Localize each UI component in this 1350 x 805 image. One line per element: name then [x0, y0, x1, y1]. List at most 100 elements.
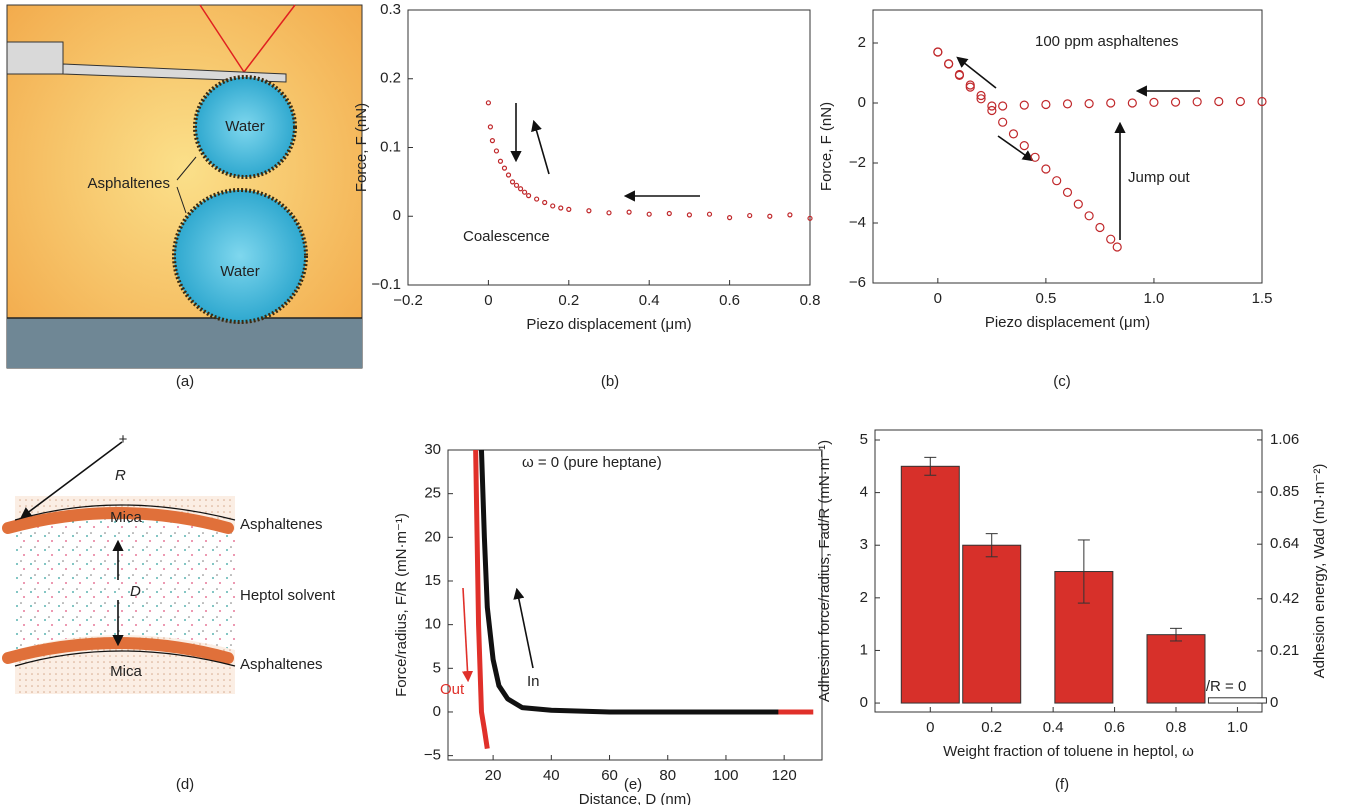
x-tick-label: 0.8: [800, 292, 821, 309]
radius-arrow: [20, 441, 123, 519]
marker: [987, 105, 997, 116]
x-tick-label: 0: [484, 292, 492, 309]
x-tick-label: 0.5: [1035, 290, 1056, 307]
y-tick-label: 3: [860, 536, 868, 553]
marker: [1257, 96, 1267, 107]
y-axis-label: Adhesion force/radius, Fad/R (mN·m⁻¹): [816, 440, 833, 702]
marker: [1170, 97, 1181, 107]
label: Mica: [110, 509, 142, 526]
marker: [954, 70, 965, 81]
panel-d: + R Mica Mica Asphaltenes Asphaltenes D …: [2, 431, 336, 793]
x-axis-label: Distance, D (nm): [579, 791, 692, 805]
x-axis-label: Piezo displacement (μm): [985, 314, 1150, 331]
center-mark: +: [119, 431, 128, 448]
solvent: [15, 515, 235, 650]
arrow: [997, 135, 1034, 162]
y-tick-label: 0.1: [380, 138, 401, 155]
annotation: Out: [440, 681, 465, 698]
marker: [998, 117, 1008, 127]
arrow: [461, 587, 474, 683]
y2-axis-label: Adhesion energy, Wad (mJ·m⁻²): [1311, 464, 1328, 679]
marker: [493, 148, 500, 154]
plot-arrows: [461, 56, 1200, 683]
marker: [976, 90, 986, 101]
annotation: In: [527, 673, 540, 690]
x-tick-label: 0: [934, 290, 942, 307]
marker: [606, 210, 612, 216]
y-tick-label: 0.2: [380, 70, 401, 87]
caption: (a): [176, 373, 194, 390]
y-tick-label: 4: [860, 484, 868, 501]
marker: [497, 158, 504, 164]
marker: [1062, 187, 1073, 197]
y2-tick-label: 0: [1270, 694, 1278, 711]
marker: [726, 215, 733, 221]
marker: [1127, 98, 1137, 108]
marker: [1041, 164, 1051, 174]
x-tick-label: 0.6: [719, 292, 740, 309]
mica-surface: [14, 650, 236, 667]
annotation: 100 ppm asphaltenes: [1035, 33, 1178, 50]
arrow: [513, 587, 534, 669]
x-tick-label: 0.4: [639, 292, 660, 309]
marker: [586, 208, 592, 214]
y2-tick-label: 0.64: [1270, 535, 1299, 552]
y-tick-label: 20: [424, 528, 441, 545]
marker: [787, 212, 793, 218]
y-tick-label: −5: [424, 747, 441, 764]
marker: [534, 196, 540, 202]
y-tick-label: 0: [393, 207, 401, 224]
marker: [525, 193, 532, 199]
y2-tick-label: 0.21: [1270, 642, 1299, 659]
y-tick-label: 25: [424, 485, 441, 502]
marker: [747, 212, 753, 219]
marker: [1235, 96, 1245, 107]
x-tick-label: 0: [926, 719, 934, 736]
marker: [933, 47, 943, 57]
x-tick-label: 0.4: [1043, 719, 1064, 736]
x-axis-label: Weight fraction of toluene in heptol, ω: [943, 743, 1194, 760]
marker: [686, 212, 693, 218]
x-tick-label: 80: [659, 767, 676, 784]
y-tick-label: 0: [860, 694, 868, 711]
marker: [558, 205, 564, 211]
y2-tick-label: 0.85: [1270, 483, 1299, 500]
y-tick-label: 2: [858, 34, 866, 51]
marker: [767, 213, 773, 219]
marker: [1073, 199, 1083, 209]
marker: [489, 138, 496, 144]
marker: [487, 124, 494, 130]
x-tick-label: 60: [601, 767, 618, 784]
x-tick-label: 120: [772, 767, 797, 784]
label: Asphaltenes: [240, 516, 323, 533]
x-tick-label: 40: [543, 767, 560, 784]
y2-tick-label: 0.42: [1270, 590, 1299, 607]
marker: [550, 203, 556, 209]
series-line: [473, 449, 814, 750]
bar: [1207, 697, 1267, 704]
y-tick-label: −2: [849, 154, 866, 171]
laser: [199, 4, 245, 73]
label: Water: [225, 118, 264, 135]
marker: [1112, 242, 1122, 252]
y-tick-label: 0: [858, 94, 866, 111]
x-tick-label: 0.6: [1104, 719, 1125, 736]
x-tick-label: 0.8: [1166, 719, 1187, 736]
annotation: Coalescence: [463, 228, 550, 245]
bar: [1146, 634, 1206, 704]
marker: [1062, 99, 1073, 109]
plot-frame: [874, 429, 1263, 713]
y-tick-label: 0: [433, 703, 441, 720]
marker: [998, 101, 1008, 111]
label: D: [130, 583, 141, 600]
marker: [1084, 211, 1094, 221]
marker: [501, 165, 508, 171]
marker: [505, 172, 512, 178]
label: Heptol solvent: [240, 587, 336, 604]
x-tick-label: 100: [713, 767, 738, 784]
arrow: [956, 56, 997, 89]
annotation: Jump out: [1128, 169, 1191, 186]
label: R: [115, 467, 126, 484]
marker: [1019, 141, 1029, 151]
